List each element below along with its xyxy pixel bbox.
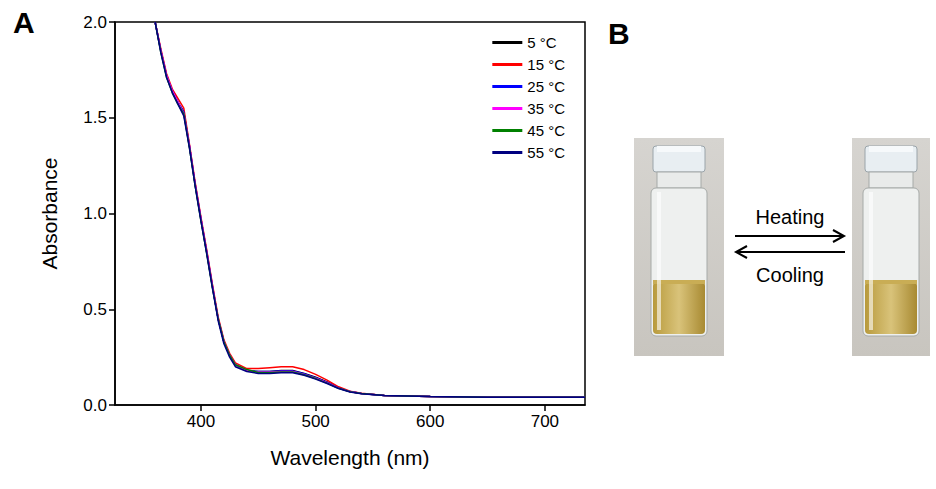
svg-text:Absorbance: Absorbance — [38, 157, 61, 269]
svg-text:400: 400 — [187, 412, 215, 431]
svg-text:55 °C: 55 °C — [527, 144, 565, 161]
svg-text:B: B — [608, 17, 630, 50]
svg-text:35 °C: 35 °C — [527, 100, 565, 117]
svg-text:700: 700 — [531, 412, 559, 431]
svg-text:A: A — [13, 6, 35, 39]
svg-text:Cooling: Cooling — [756, 264, 824, 286]
svg-text:2.0: 2.0 — [83, 13, 107, 32]
svg-text:0.5: 0.5 — [83, 300, 107, 319]
svg-text:15 °C: 15 °C — [527, 56, 565, 73]
svg-text:Wavelength (nm): Wavelength (nm) — [270, 446, 429, 469]
svg-text:0.0: 0.0 — [83, 396, 107, 415]
svg-text:25 °C: 25 °C — [527, 78, 565, 95]
svg-text:5 °C: 5 °C — [527, 34, 557, 51]
svg-text:600: 600 — [416, 412, 444, 431]
svg-text:1.5: 1.5 — [83, 108, 107, 127]
svg-text:1.0: 1.0 — [83, 204, 107, 223]
svg-text:500: 500 — [301, 412, 329, 431]
svg-text:Heating: Heating — [756, 206, 825, 228]
svg-text:45 °C: 45 °C — [527, 122, 565, 139]
